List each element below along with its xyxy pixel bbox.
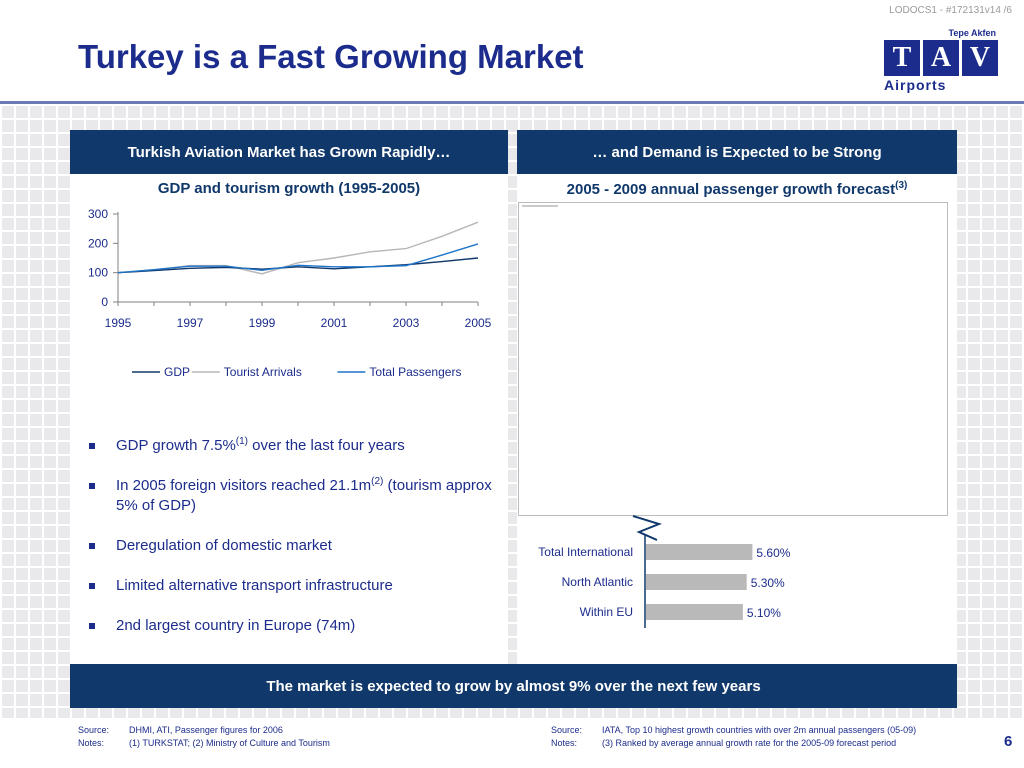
series-line-total-passengers — [117, 243, 479, 274]
bullet-text-rest: over the last four years — [248, 437, 405, 454]
line-chart: 0 100 200 300 1995 1997 1999 2001 2003 2005 GDP Tou… — [88, 207, 492, 379]
bar-chart-title-footnote: (3) — [895, 180, 908, 191]
x-tick-label: 2003 — [393, 316, 420, 330]
summary-banner: The market is expected to grow by almost… — [70, 664, 957, 708]
legend-label: Tourist Arrivals — [224, 365, 302, 379]
bar-chart: Total International 5.60% North Atlantic 5.… — [538, 534, 791, 628]
logo-letter-t: T — [884, 40, 920, 76]
bullet-text: Limited alternative transport infrastruc… — [116, 577, 393, 594]
y-tick-label: 200 — [88, 236, 108, 250]
bullet-text: Deregulation of domestic market — [116, 537, 332, 554]
bullet-footnote: (1) — [235, 436, 249, 447]
notes-row: Notes: (3) Ranked by average annual growt… — [551, 737, 916, 750]
bar-chart-title-text: 2005 - 2009 annual passenger growth fore… — [566, 181, 896, 198]
x-tick-label: 2001 — [321, 316, 348, 330]
bar-chart-title: 2005 - 2009 annual passenger growth fore… — [517, 180, 957, 198]
bar-value-label: 5.10% — [747, 606, 781, 620]
x-tick-label: 1999 — [249, 316, 276, 330]
page-number: 6 — [1004, 733, 1013, 750]
bar-category-label: Within EU — [580, 605, 633, 619]
document-id: LODOCS1 - #172131v14 /6 — [889, 5, 1012, 16]
logo-bottom-text: Airports — [884, 77, 947, 93]
bar — [646, 574, 747, 590]
bullet-transport: Limited alternative transport infrastruc… — [84, 576, 504, 596]
bullet-deregulation: Deregulation of domestic market — [84, 536, 504, 556]
bullet-text: GDP growth 7.5% — [116, 437, 236, 454]
notes-row: Notes: (1) TURKSTAT; (2) Ministry of Cult… — [78, 737, 330, 750]
logo-top-text: Tepe Akfen — [948, 28, 996, 38]
bullet-foreign-visitors: In 2005 foreign visitors reached 21.1m(2… — [84, 476, 504, 516]
notes-text: (3) Ranked by average annual growth rate… — [602, 738, 897, 748]
axis-break-mark — [632, 515, 663, 541]
source-text: DHMI, ATI, Passenger figures for 2006 — [129, 725, 283, 735]
legend-label: GDP — [164, 365, 190, 379]
notes-left: Source: DHMI, ATI, Passenger figures for … — [78, 724, 330, 750]
bullet-country-size: 2nd largest country in Europe (74m) — [84, 616, 504, 636]
right-panel: … and Demand is Expected to be Strong 20… — [517, 130, 957, 664]
y-tick-label: 0 — [101, 295, 108, 309]
bullet-text-rest: (tourism approx 5% of GDP) — [116, 477, 492, 514]
bullet-text: 2nd largest country in Europe (74m) — [116, 617, 356, 634]
y-tick-label: 100 — [88, 266, 108, 280]
bar-value-label: 5.30% — [751, 576, 785, 590]
right-panel-header: … and Demand is Expected to be Strong — [517, 130, 957, 174]
source-label: Source: — [78, 725, 110, 735]
notes-label: Notes: — [551, 738, 578, 748]
source-row: Source: IATA, Top 10 highest growth count… — [551, 724, 916, 737]
tav-logo: Tepe Akfen T A V Airports — [884, 28, 1000, 93]
legend-label: Total Passengers — [369, 365, 461, 379]
series-line-tourist-arrivals — [117, 221, 479, 275]
bar — [646, 604, 743, 620]
x-tick-label: 2005 — [465, 316, 492, 330]
logo-letter-a: A — [923, 40, 959, 76]
bar-category-label: North Atlantic — [562, 575, 633, 589]
tiny-legend-mark — [522, 205, 558, 207]
logo-letter-v: V — [962, 40, 998, 76]
source-row: Source: DHMI, ATI, Passenger figures for … — [78, 724, 330, 737]
y-tick-label: 300 — [88, 207, 108, 221]
notes-label: Notes: — [78, 738, 105, 748]
source-text: IATA, Top 10 highest growth countries wi… — [602, 725, 917, 735]
line-chart-title: GDP and tourism growth (1995-2005) — [157, 180, 421, 197]
logo-letters: T A V — [884, 40, 1000, 76]
x-tick-label: 1995 — [105, 316, 132, 330]
bar-value-label: 5.60% — [756, 546, 790, 560]
bar — [646, 544, 753, 560]
bullet-text: In 2005 foreign visitors reached 21.1m — [116, 477, 372, 494]
series-line-gdp — [117, 257, 479, 274]
bar-category-label: Total International — [538, 545, 633, 559]
bullet-list: GDP growth 7.5%(1) over the last four ye… — [84, 436, 504, 656]
x-tick-label: 1997 — [177, 316, 204, 330]
notes-right: Source: IATA, Top 10 highest growth count… — [551, 724, 916, 750]
bullet-gdp-growth: GDP growth 7.5%(1) over the last four ye… — [84, 436, 504, 456]
left-panel-header: Turkish Aviation Market has Grown Rapidl… — [70, 130, 508, 174]
forecast-chart-area — [518, 202, 948, 516]
source-label: Source: — [551, 725, 583, 735]
bullet-footnote: (2) — [371, 476, 384, 487]
header-divider — [0, 101, 1024, 104]
notes-text: (1) TURKSTAT; (2) Ministry of Culture an… — [129, 738, 330, 748]
left-panel: Turkish Aviation Market has Grown Rapidl… — [70, 130, 508, 664]
page-title: Turkey is a Fast Growing Market — [78, 38, 584, 75]
